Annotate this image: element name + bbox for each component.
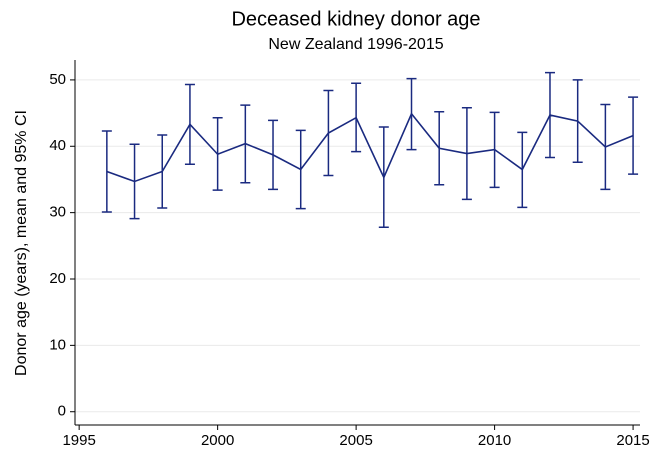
y-tick-label: 40 [49,137,66,154]
error-bar [628,96,639,175]
x-tick-label: 1995 [62,432,95,449]
chart-title: Deceased kidney donor age [231,8,480,30]
x-tick-label: 2005 [339,432,372,449]
y-tick-label: 50 [49,71,66,88]
y-tick-label: 20 [49,270,66,287]
chart-subtitle: New Zealand 1996-2015 [268,36,443,53]
x-tick-label: 2000 [201,432,234,449]
x-tick-label: 2010 [478,432,511,449]
x-tick-label: 2015 [616,432,649,449]
y-axis-label: Donor age (years), mean and 95% CI [13,110,30,376]
error-bar [101,130,112,213]
mean-line [106,112,634,183]
y-tick-label: 0 [58,403,66,420]
y-tick-label: 30 [49,204,66,221]
y-tick-label: 10 [49,336,66,353]
